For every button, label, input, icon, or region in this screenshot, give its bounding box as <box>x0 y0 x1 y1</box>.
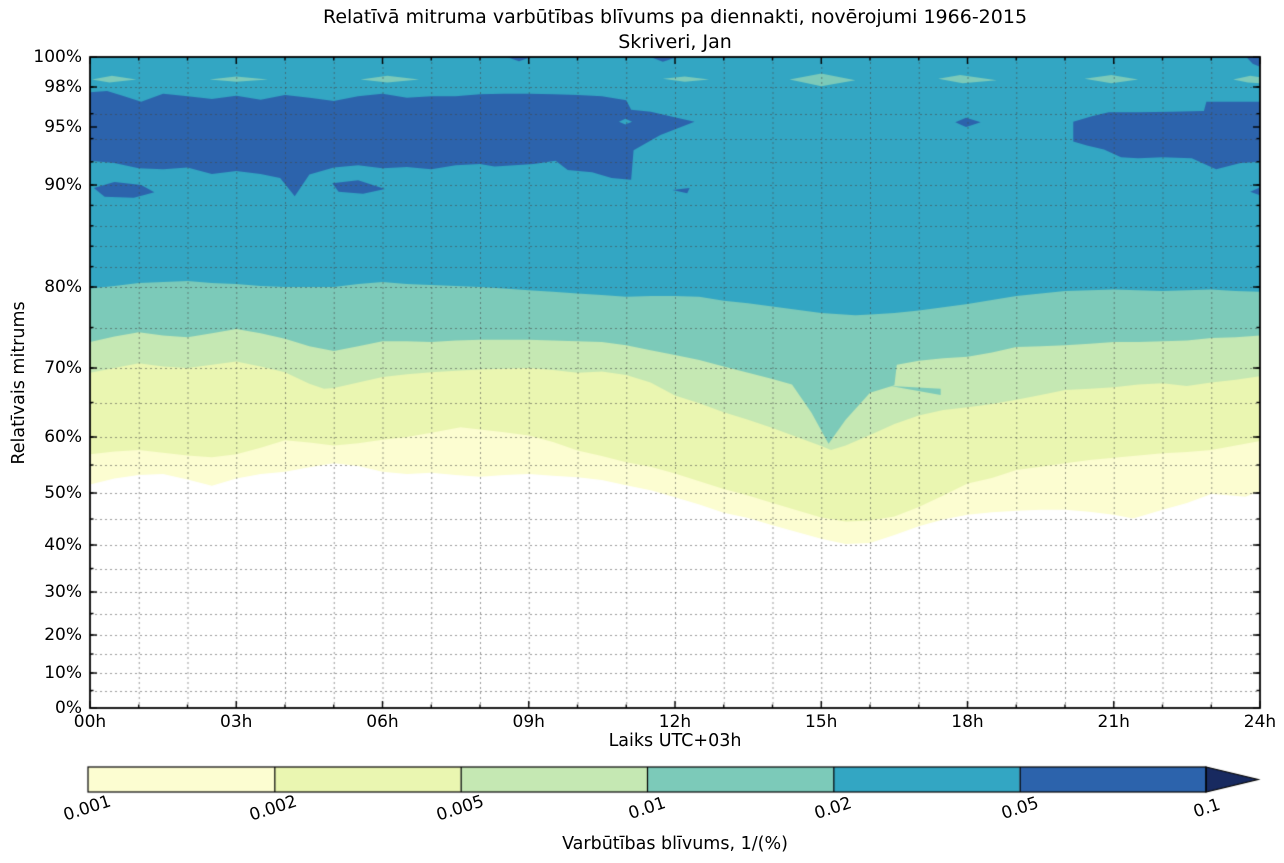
y-axis-label: Relatīvais mitrums <box>9 301 29 465</box>
x-tick-label: 21h <box>1097 712 1130 732</box>
y-tick-label: 60% <box>44 427 82 447</box>
x-tick-label: 15h <box>805 712 838 732</box>
y-tick-label: 40% <box>44 535 82 555</box>
x-tick-label: 03h <box>220 712 253 732</box>
y-tick-label: 95% <box>44 117 82 137</box>
colorbar-unit-label: Varbūtības blīvums, 1/(%) <box>562 834 788 854</box>
x-axis-label: Laiks UTC+03h <box>608 731 742 751</box>
y-tick-label: 0% <box>55 698 82 718</box>
x-tick-label: 09h <box>512 712 545 732</box>
y-tick-label: 80% <box>44 277 82 297</box>
y-tick-label: 20% <box>44 625 82 645</box>
y-tick-label: 100% <box>33 47 82 67</box>
x-tick-label: 12h <box>658 712 692 732</box>
x-tick-label: 18h <box>951 712 984 732</box>
y-tick-label: 70% <box>44 358 82 378</box>
y-tick-label: 98% <box>44 77 82 97</box>
y-tick-label: 30% <box>44 582 82 602</box>
y-tick-label: 90% <box>44 175 82 195</box>
chart-title: Relatīvā mitruma varbūtības blīvums pa d… <box>322 6 1028 28</box>
y-tick-label: 10% <box>44 663 82 683</box>
x-tick-label: 06h <box>366 712 399 732</box>
x-tick-label: 00h <box>73 712 107 732</box>
y-tick-label: 50% <box>44 483 82 503</box>
x-tick-label: 24h <box>1243 712 1277 732</box>
chart-subtitle: Skriveri, Jan <box>618 31 732 53</box>
